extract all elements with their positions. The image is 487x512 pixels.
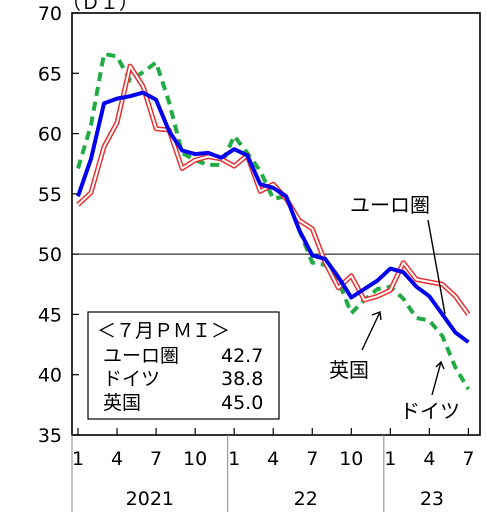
- legend-germany-name: ドイツ: [103, 368, 160, 390]
- x-tick-label-1: 4: [111, 448, 123, 470]
- x-tick-label-10: 7: [462, 448, 474, 470]
- annotation-germany-pointer: [431, 361, 442, 396]
- legend-uk-value: 45.0: [221, 392, 263, 414]
- legend-frame: [87, 311, 280, 420]
- annotation-germany: ドイツ: [400, 399, 460, 423]
- y-tick-label-70: 70: [38, 3, 62, 25]
- year-label-22: 22: [294, 488, 318, 510]
- x-tick-label-6: 7: [306, 448, 318, 470]
- y-tick-label-40: 40: [38, 365, 62, 387]
- y-tick-label-35: 35: [38, 425, 62, 447]
- x-tick-label-4: 1: [228, 448, 240, 470]
- legend-title: ＜７月ＰＭＩ＞: [97, 320, 230, 342]
- y-tick-label-60: 60: [38, 124, 62, 146]
- legend-euro-value: 42.7: [221, 345, 263, 367]
- annotation-uk-arrowhead: [371, 311, 382, 321]
- y-tick-label-50: 50: [38, 244, 62, 266]
- y-tick-label-45: 45: [38, 304, 62, 326]
- y-tick-label-65: 65: [38, 63, 62, 85]
- year-label-2021: 2021: [126, 488, 174, 510]
- annotation-germany-arrowhead: [435, 360, 445, 370]
- legend-germany-value: 38.8: [221, 368, 263, 390]
- annotation-euro-pointer: [427, 219, 446, 315]
- annotation-euro: ユーロ圏: [350, 193, 430, 217]
- y-unit-label: （ＤＩ）: [62, 0, 138, 14]
- annotation-uk-pointer: [361, 311, 381, 351]
- legend-euro-name: ユーロ圏: [103, 345, 179, 367]
- x-tick-label-5: 4: [267, 448, 279, 470]
- y-tick-label-55: 55: [38, 184, 62, 206]
- x-tick-label-7: 10: [339, 448, 363, 470]
- annotation-uk: 英国: [329, 358, 369, 382]
- plot-frame: [71, 12, 481, 436]
- legend-box: ＜７月ＰＭＩ＞ ユーロ圏 42.7 ドイツ 38.8 英国 45.0: [87, 311, 280, 420]
- year-label-23: 23: [420, 488, 444, 510]
- x-tick-label-0: 1: [72, 448, 84, 470]
- series-line-uk-inner: [77, 65, 470, 315]
- x-tick-label-2: 7: [150, 448, 162, 470]
- legend-uk-name: 英国: [103, 392, 141, 414]
- x-tick-label-9: 4: [423, 448, 435, 470]
- series-line-euro-area: [76, 90, 470, 344]
- series-line-germany: [76, 52, 471, 391]
- x-tick-label-8: 1: [384, 448, 396, 470]
- x-tick-label-3: 10: [183, 448, 207, 470]
